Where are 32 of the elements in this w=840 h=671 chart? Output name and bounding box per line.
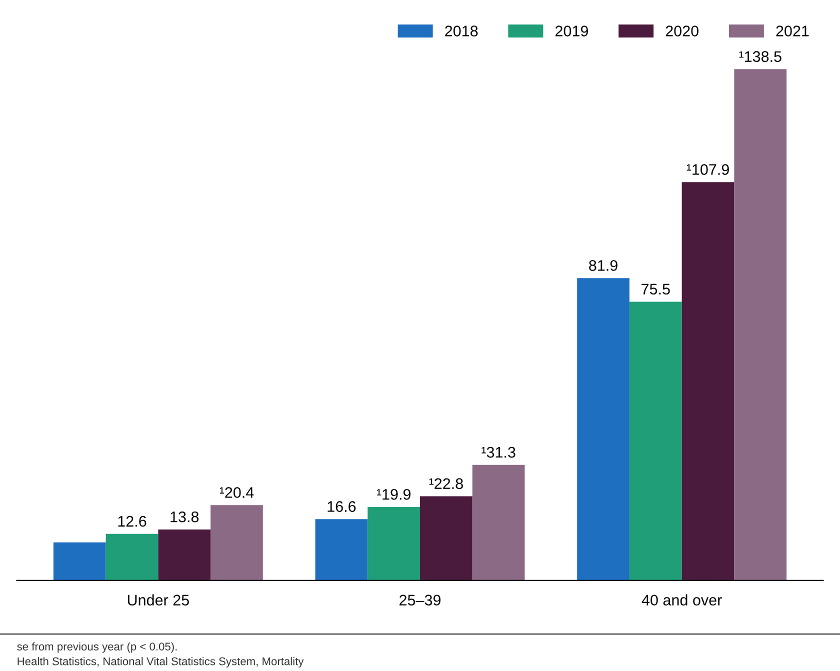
data-label: ¹20.4 <box>220 487 254 498</box>
data-label: 81.9 <box>589 260 618 271</box>
data-label: ¹31.3 <box>482 446 516 458</box>
bar <box>472 464 525 580</box>
bar <box>106 534 158 580</box>
data-label: ¹107.9 <box>686 164 729 175</box>
data-label: 16.6 <box>328 501 356 512</box>
bar <box>682 182 734 580</box>
bar <box>53 542 106 580</box>
bar <box>420 496 472 580</box>
legend-label: 2020 <box>666 26 698 36</box>
bar <box>629 302 682 580</box>
data-label: ¹138.5 <box>739 51 782 62</box>
data-label: 13.8 <box>170 511 199 522</box>
x-tick-label: 25–39 <box>400 594 441 606</box>
bar <box>734 69 787 580</box>
text: Health Statistics, National Vital Statistics System, Mortality <box>18 657 304 668</box>
data-label: 12.6 <box>118 516 146 527</box>
bar <box>315 519 368 580</box>
legend-label: 2018 <box>445 26 478 36</box>
data-label: ¹22.8 <box>429 478 463 490</box>
data-label: 75.5 <box>642 284 670 295</box>
x-tick-label: 40 and over <box>642 594 722 606</box>
bar <box>577 278 630 580</box>
text: se from previous year (p < 0.05). <box>17 642 177 653</box>
legend-label: 2019 <box>555 26 588 36</box>
bar <box>368 506 420 580</box>
legend-label: 2021 <box>776 26 809 36</box>
x-tick-label: Under 25 <box>128 594 189 606</box>
bar <box>210 505 263 580</box>
bar <box>158 529 211 580</box>
data-label: ¹19.9 <box>377 488 411 500</box>
